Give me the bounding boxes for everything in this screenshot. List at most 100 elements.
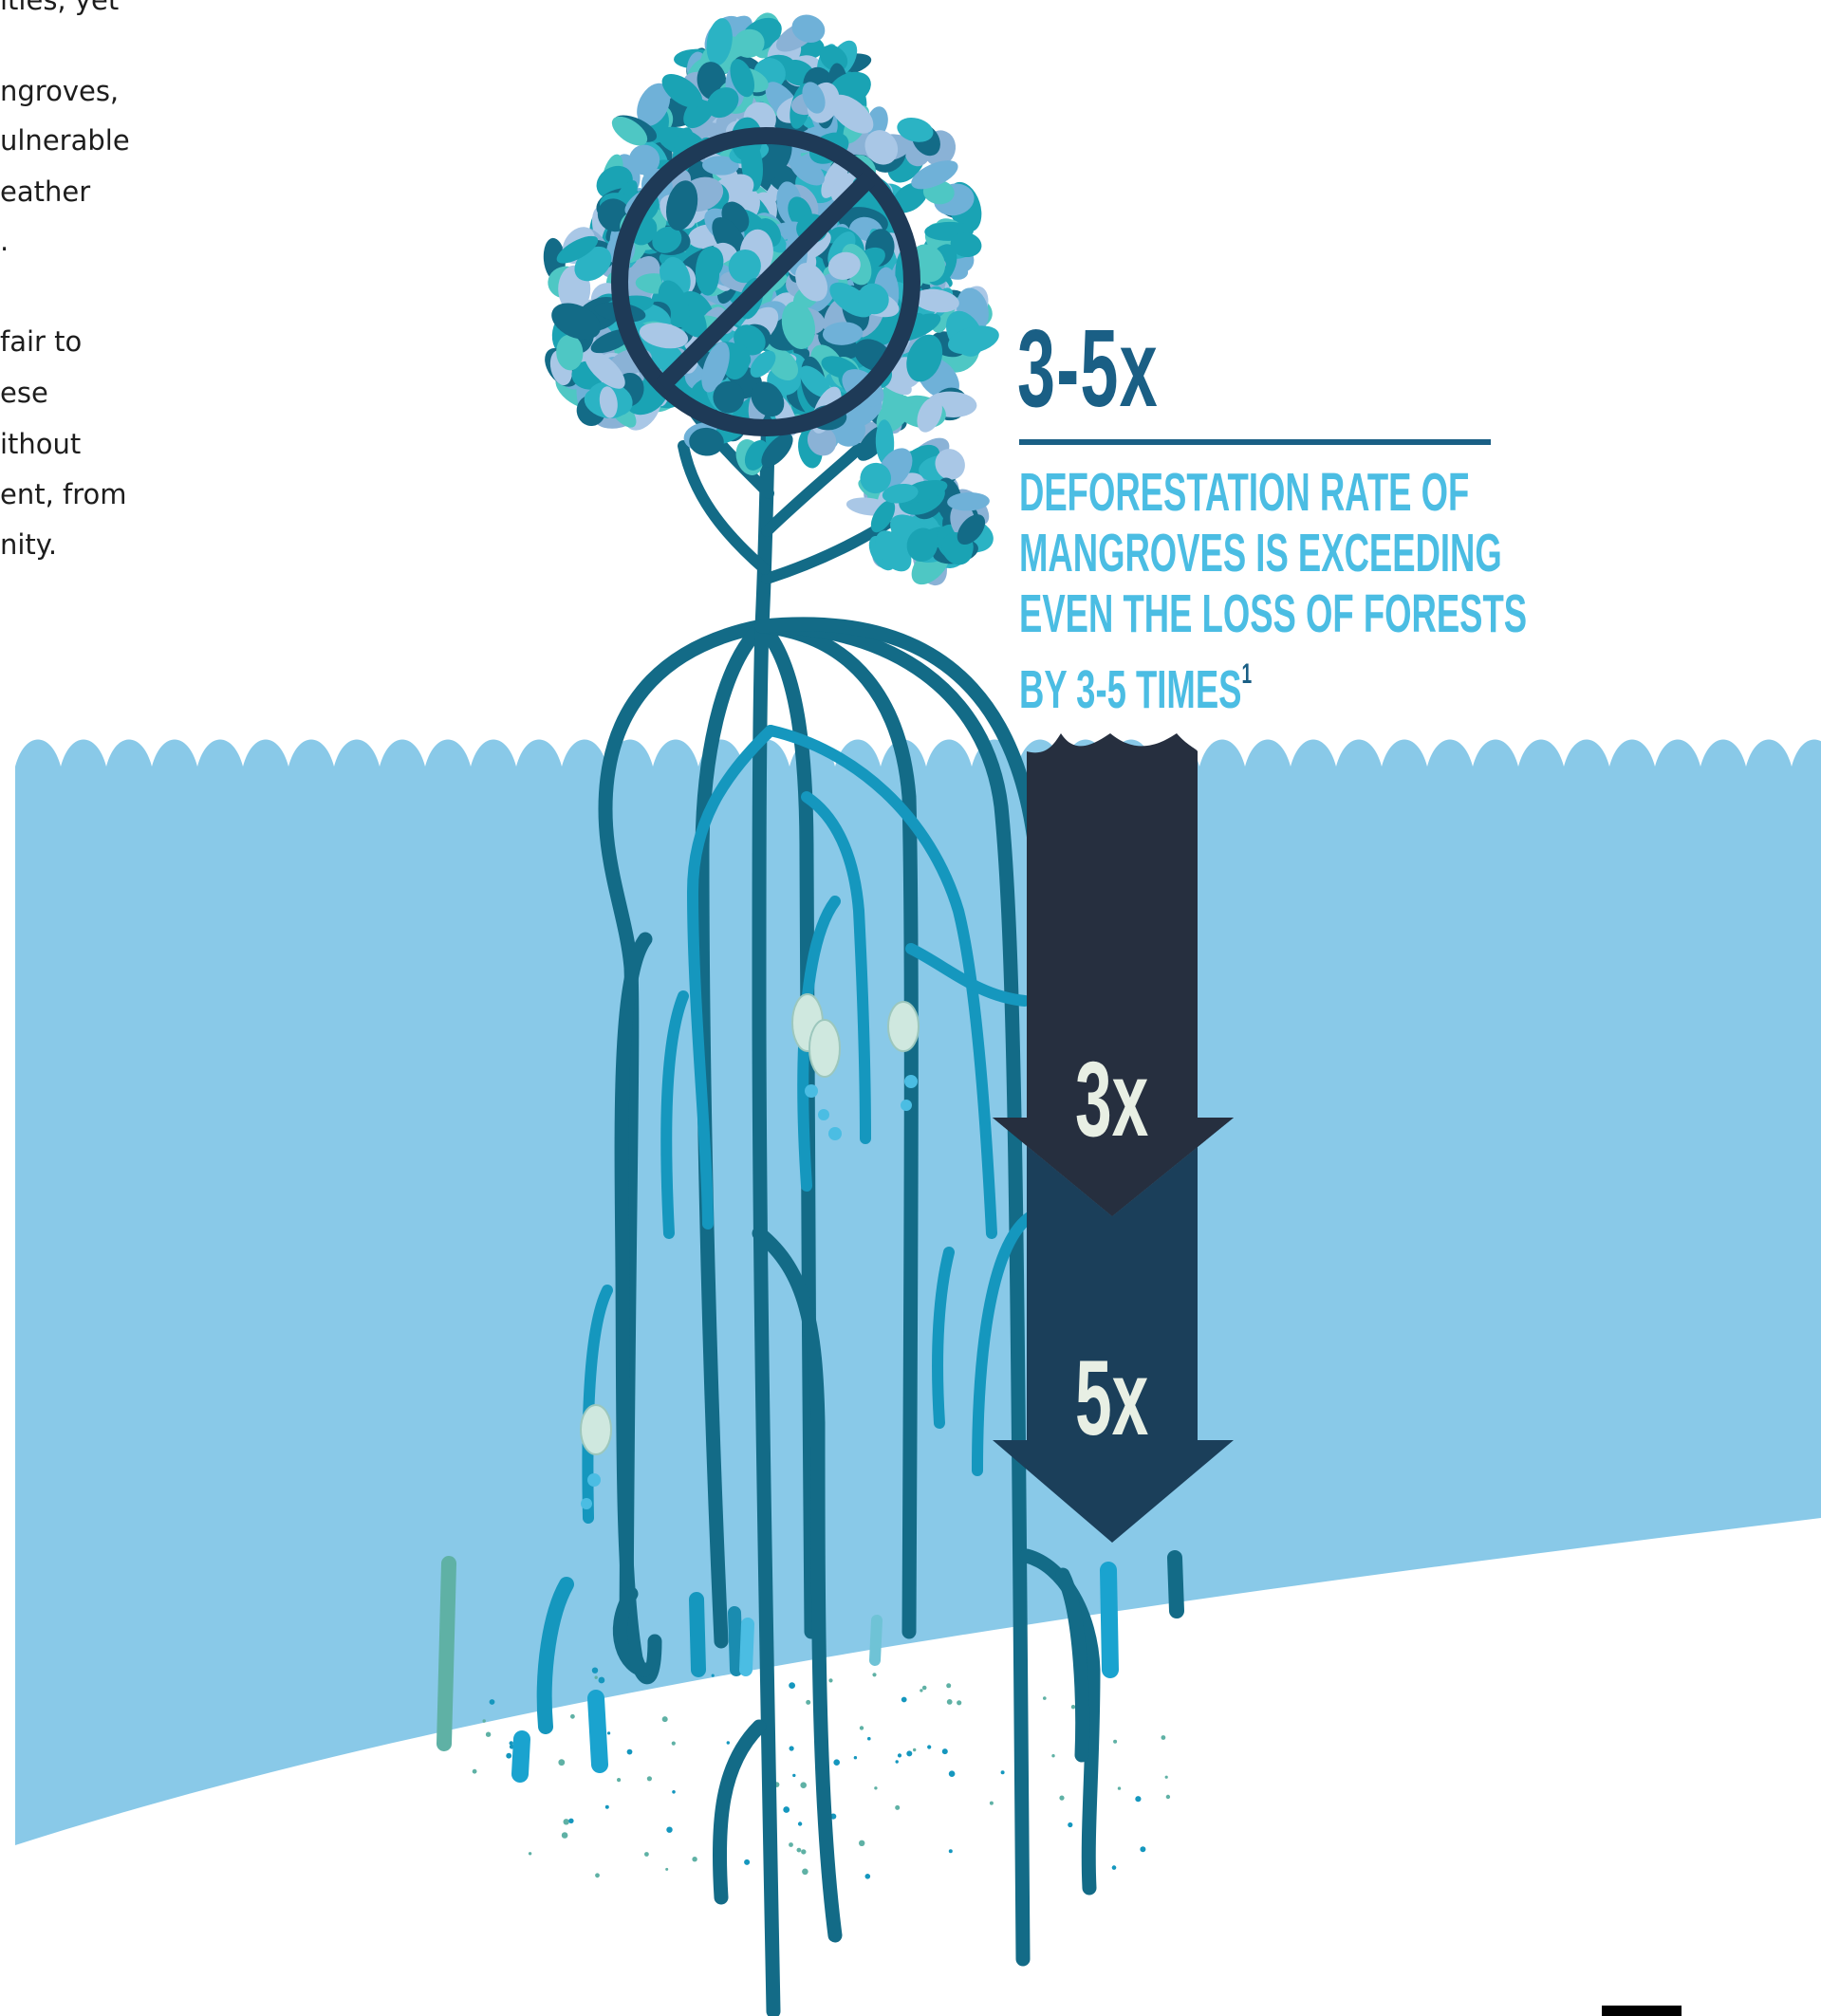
speckle — [830, 1813, 837, 1820]
speckle — [895, 1760, 899, 1764]
speckle — [792, 1773, 796, 1778]
arrow-label-lower: 5x — [1075, 1339, 1149, 1457]
pneumatophores — [437, 1550, 1184, 1783]
speckle — [864, 1874, 871, 1879]
wave-crest — [1245, 739, 1291, 767]
speckle — [867, 1736, 871, 1741]
speckle — [789, 1842, 793, 1847]
speckle — [948, 1770, 956, 1777]
speckle — [957, 1700, 962, 1706]
wave-crest — [380, 739, 425, 767]
canopy-leaf — [706, 87, 739, 119]
canopy-leaf — [599, 386, 618, 418]
seabed-speckles — [472, 1667, 1171, 1879]
side-text-line: fair to — [0, 325, 83, 358]
canopy-leaf — [706, 18, 733, 66]
speckle — [489, 1699, 495, 1705]
stat-description: DEFORESTATION RATE OF MANGROVES IS EXCEE… — [1019, 462, 1527, 720]
canopy-leaf — [661, 74, 703, 108]
speckle — [644, 1852, 649, 1857]
wave-crest — [1518, 739, 1564, 767]
speckle — [828, 1678, 833, 1683]
arrow-upper-3x — [993, 733, 1234, 1216]
speckle — [789, 1682, 795, 1689]
speckle — [859, 1840, 865, 1847]
speckle — [482, 1719, 486, 1723]
canopy-leaf — [702, 156, 739, 176]
speckle — [744, 1859, 751, 1865]
wave-crest — [288, 739, 334, 767]
stat-description-line-text: BY 3-5 TIMES — [1019, 659, 1242, 720]
speckle — [726, 1741, 730, 1745]
speckle — [853, 1756, 858, 1760]
speckle — [859, 1726, 864, 1730]
speckle — [1135, 1796, 1142, 1803]
canopy-leaf — [913, 288, 959, 313]
speckle — [989, 1801, 994, 1805]
side-text-line: ities, yet — [0, 0, 120, 16]
wave-crest — [1700, 739, 1746, 767]
wave-crest — [1792, 739, 1821, 767]
canopy-leaf — [947, 491, 990, 511]
canopy-leaf — [750, 350, 776, 378]
wave-crest — [425, 739, 471, 767]
canopy-leaf — [860, 462, 891, 494]
canopy-leaf — [790, 156, 825, 186]
canopy-leaf — [722, 342, 751, 380]
speckle — [920, 1689, 923, 1692]
speckle — [797, 1822, 803, 1826]
side-text-line: nity. — [0, 528, 58, 561]
side-text-line: eather — [0, 176, 91, 208]
canopy-leaf — [628, 144, 660, 176]
speckle — [672, 1790, 676, 1794]
speckle — [1051, 1754, 1055, 1758]
speckle — [833, 1759, 840, 1766]
speckle — [692, 1857, 697, 1862]
wave-crest — [1427, 739, 1473, 767]
stat-value: 3-5x — [1017, 306, 1159, 430]
canopy-leaf — [866, 106, 888, 139]
canopy-leaf — [911, 160, 958, 190]
side-text-line: ngroves, — [0, 75, 120, 107]
canopy-leaf — [892, 182, 928, 213]
speckle — [901, 1696, 907, 1703]
wave-crest — [334, 739, 380, 767]
canopy-leaf — [585, 350, 625, 389]
wave-crest — [562, 739, 607, 767]
canopy-leaf — [870, 500, 896, 533]
speckle — [1117, 1786, 1122, 1790]
speckle — [563, 1819, 569, 1825]
canopy-leaf — [665, 180, 698, 231]
speckle — [1165, 1794, 1171, 1800]
speckle — [1140, 1846, 1146, 1853]
wave-crest — [1655, 739, 1700, 767]
speckle — [626, 1748, 633, 1755]
canopy-leaf — [713, 380, 745, 414]
page-corner-mark — [1602, 2006, 1682, 2016]
speckle — [472, 1768, 477, 1774]
canopy-leaf — [639, 323, 689, 349]
wave-crest — [1382, 739, 1427, 767]
speckle — [1111, 1865, 1117, 1870]
speckle — [595, 1873, 600, 1878]
speckle — [941, 1748, 948, 1755]
speckle — [921, 1685, 927, 1691]
stat-description-line: EVEN THE LOSS OF FORESTS — [1019, 583, 1528, 644]
canopy-leaf — [897, 117, 934, 142]
arrow-lower-5x — [993, 1216, 1234, 1543]
canopy-leaf — [781, 301, 816, 349]
speckle — [927, 1745, 932, 1749]
speckle — [646, 1776, 653, 1782]
wave-crest — [1291, 739, 1336, 767]
canopy-leaf — [829, 94, 874, 134]
side-text-line: ent, from — [0, 478, 127, 510]
speckle — [558, 1759, 566, 1766]
canopy-leaf — [935, 449, 965, 480]
speckle — [946, 1683, 952, 1689]
wave-crest — [1564, 739, 1609, 767]
wave-crest — [1609, 739, 1655, 767]
side-text-line: ese — [0, 377, 48, 409]
speckle — [948, 1849, 953, 1854]
canopy-leaf — [906, 527, 938, 563]
